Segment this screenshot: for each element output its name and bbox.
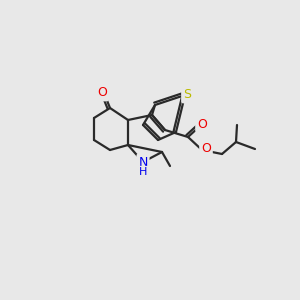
Text: O: O bbox=[197, 118, 207, 130]
Text: S: S bbox=[183, 88, 191, 101]
Text: H: H bbox=[139, 167, 147, 177]
Text: O: O bbox=[201, 142, 211, 154]
Text: N: N bbox=[138, 155, 148, 169]
Text: O: O bbox=[97, 86, 107, 100]
